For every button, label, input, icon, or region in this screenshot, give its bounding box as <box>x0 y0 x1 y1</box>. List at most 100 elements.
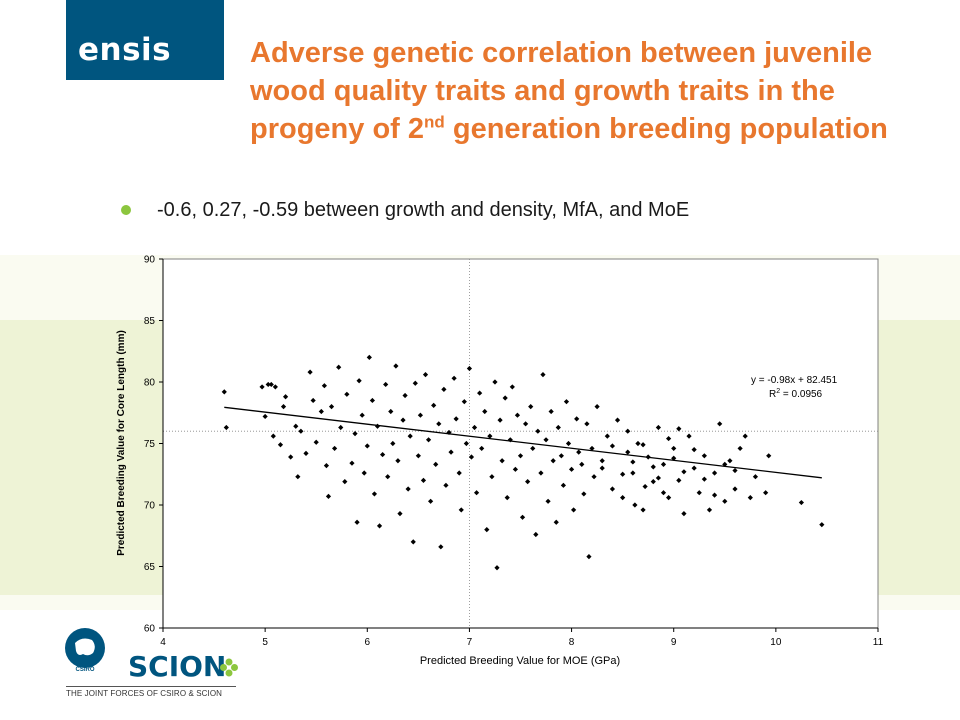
y-axis-label: Predicted Breeding Value for Core Length… <box>116 330 127 556</box>
r2-superscript: 2 <box>776 388 780 395</box>
data-point <box>650 479 656 485</box>
data-point <box>390 440 396 447</box>
data-point <box>558 453 564 459</box>
data-point <box>571 507 577 513</box>
r2-value: = 0.0956 <box>780 389 822 400</box>
data-point <box>473 490 480 496</box>
data-point <box>686 433 692 439</box>
data-point <box>548 408 554 415</box>
data-point <box>371 491 378 497</box>
slide-title-tail: generation breeding population <box>444 113 888 145</box>
data-point <box>468 454 475 460</box>
plot-area <box>162 258 879 629</box>
y-tick-label: 70 <box>144 501 156 512</box>
trendline-r2: R2 = 0.0956 <box>769 388 823 400</box>
trendline <box>224 406 822 479</box>
data-point <box>565 440 572 447</box>
data-point <box>356 378 362 384</box>
y-tick-label: 60 <box>144 624 156 635</box>
data-point <box>635 440 641 447</box>
data-point <box>509 384 515 390</box>
x-tick-label: 5 <box>262 637 268 648</box>
data-point <box>798 499 804 506</box>
data-point <box>519 514 526 520</box>
bullet-text: -0.6, 0.27, -0.59 between growth and den… <box>157 199 690 221</box>
reference-lines <box>163 259 878 628</box>
data-point <box>484 527 490 533</box>
data-point <box>451 375 457 381</box>
data-point <box>563 399 570 405</box>
data-point <box>722 498 728 504</box>
data-point <box>533 531 539 538</box>
data-point <box>742 433 748 439</box>
data-point <box>535 428 541 434</box>
data-point <box>223 424 229 431</box>
ensis-logo-text: ensis <box>78 32 172 68</box>
data-point <box>425 437 432 443</box>
data-point <box>586 554 592 560</box>
slide-title: Adverse genetic correlation between juve… <box>250 34 930 148</box>
data-point <box>581 491 587 497</box>
data-point <box>545 498 551 504</box>
data-point <box>410 539 416 545</box>
data-point <box>650 464 656 470</box>
y-tick-label: 80 <box>144 378 156 389</box>
x-tick-label: 9 <box>671 637 677 648</box>
data-point <box>436 421 442 427</box>
data-point <box>640 507 646 513</box>
scatter-chart: 4 5 6 7 8 9 10 11 60 65 70 75 80 85 90 y = -0.98x + 82… <box>116 255 884 668</box>
data-point <box>660 490 667 496</box>
data-point <box>681 511 687 517</box>
x-tick-label: 4 <box>160 637 166 648</box>
data-point <box>497 417 503 423</box>
data-point <box>620 471 626 477</box>
x-axis-label: Predicted Breeding Value for MOE (GPa) <box>420 655 620 667</box>
data-point <box>303 450 309 456</box>
data-point <box>550 458 556 464</box>
data-point <box>517 453 524 459</box>
data-point <box>655 424 661 431</box>
data-point <box>717 421 723 427</box>
footer-divider <box>66 686 236 687</box>
data-point <box>538 470 544 476</box>
data-point <box>642 483 648 490</box>
data-point <box>494 565 500 571</box>
y-tick-label: 90 <box>144 255 156 266</box>
slide-title-superscript: nd <box>424 112 445 132</box>
data-point <box>431 402 437 408</box>
data-point <box>407 433 413 439</box>
data-point <box>732 486 738 492</box>
data-point <box>438 544 444 550</box>
data-point <box>461 399 467 405</box>
svg-text:SCION: SCION <box>128 652 226 682</box>
data-point <box>349 460 355 466</box>
data-point <box>620 495 626 501</box>
data-point <box>819 522 825 528</box>
data-point <box>540 372 546 378</box>
data-point <box>568 466 575 472</box>
data-point <box>594 404 600 410</box>
data-point <box>400 417 406 423</box>
data-point <box>560 482 566 488</box>
y-tick-label: 85 <box>144 316 156 327</box>
data-point <box>463 440 469 447</box>
x-tick-label: 11 <box>873 637 884 648</box>
ensis-logo <box>66 0 224 80</box>
data-point <box>553 519 559 525</box>
data-point <box>655 475 661 481</box>
data-point <box>579 461 585 468</box>
r2-label: R <box>769 389 776 400</box>
data-point <box>599 465 605 471</box>
data-point <box>514 412 521 418</box>
data-point <box>523 421 529 427</box>
data-point <box>512 466 518 472</box>
data-point <box>671 455 677 461</box>
data-point <box>604 433 610 439</box>
footer-text: THE JOINT FORCES OF CSIRO & SCION <box>66 689 223 698</box>
data-point <box>530 445 536 452</box>
data-point <box>676 426 682 432</box>
data-point <box>443 482 449 488</box>
data-point <box>268 381 274 388</box>
data-point <box>625 428 631 434</box>
data-point <box>405 486 411 492</box>
